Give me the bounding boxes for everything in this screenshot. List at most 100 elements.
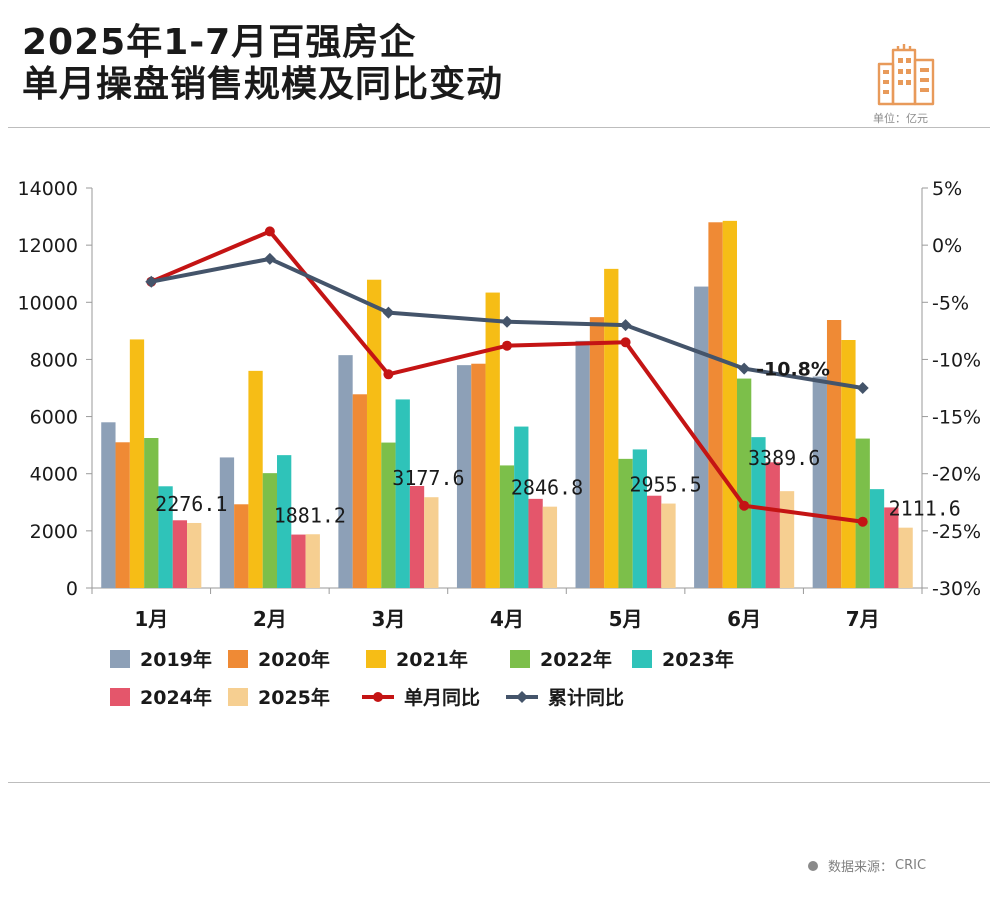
bar-2023-7 xyxy=(869,489,885,588)
bar-2022-7 xyxy=(855,438,870,588)
left-axis-tick-label: 8000 xyxy=(30,349,78,371)
bar-2020-6 xyxy=(708,222,723,588)
footer-divider xyxy=(8,782,990,783)
x-axis-tick-label: 7月 xyxy=(846,607,880,631)
page-title: 2025年1-7月百强房企 单月操盘销售规模及同比变动 xyxy=(22,22,503,106)
bar-2019-6 xyxy=(694,286,709,588)
bar-2022-6 xyxy=(736,378,752,588)
legend-label: 2022年 xyxy=(540,648,612,671)
bar-2025-3 xyxy=(424,497,439,588)
legend-label: 2025年 xyxy=(258,686,330,709)
title-line-1: 2025年1-7月百强房企 xyxy=(22,22,417,63)
legend-swatch xyxy=(228,650,248,668)
right-axis-tick-label: 5% xyxy=(932,178,962,200)
header-divider xyxy=(8,127,990,128)
legend-label: 单月同比 xyxy=(404,686,480,709)
left-axis-tick-label: 12000 xyxy=(18,235,78,257)
right-axis-tick-label: 0% xyxy=(932,235,962,257)
left-axis-tick-label: 14000 xyxy=(18,178,78,200)
bar-2023-3 xyxy=(395,399,410,588)
point-monthly-yoy xyxy=(620,337,631,348)
source-note: 数据来源： CRIC xyxy=(808,856,926,875)
legend-swatch xyxy=(228,688,248,706)
x-axis-tick-label: 6月 xyxy=(727,607,761,631)
unit-label: 单位：亿元 xyxy=(873,112,928,125)
left-axis-tick-label: 4000 xyxy=(30,464,78,486)
bar-2024-7 xyxy=(884,507,899,588)
bar-2022-1 xyxy=(144,438,159,588)
bar-2024-2 xyxy=(291,534,306,588)
right-axis-tick-label: -30% xyxy=(932,578,981,600)
data-label-2025: 1881.2 xyxy=(274,503,346,527)
legend-label: 2020年 xyxy=(258,648,330,671)
bar-2022-4 xyxy=(499,465,515,588)
left-axis-tick-label: 2000 xyxy=(30,521,78,543)
bar-2025-5 xyxy=(661,503,676,588)
legend-label: 累计同比 xyxy=(548,687,624,709)
cumulative-yoy-annotation: -10.8% xyxy=(756,359,830,381)
bar-2021-3 xyxy=(366,279,382,588)
bar-2025-1 xyxy=(187,522,202,588)
bar-2019-4 xyxy=(456,365,472,588)
bar-2022-3 xyxy=(381,442,396,588)
bar-2022-2 xyxy=(262,473,278,588)
legend-swatch xyxy=(510,650,530,668)
bar-2025-6 xyxy=(779,491,795,588)
bar-2022-5 xyxy=(618,458,633,588)
bar-2021-6 xyxy=(722,220,737,588)
point-monthly-yoy xyxy=(739,500,750,511)
bar-2020-3 xyxy=(352,394,367,588)
bar-2021-7 xyxy=(841,340,856,588)
data-label-2025: 2955.5 xyxy=(629,473,701,497)
bar-2019-3 xyxy=(338,355,353,588)
right-axis-tick-label: -15% xyxy=(932,407,981,429)
sales-chart: 0 2000 4000 6000 8000 10000 12000 14000 -30% -25%… xyxy=(18,178,982,709)
bar-2019-5 xyxy=(575,340,590,588)
left-axis-tick-label: 6000 xyxy=(30,407,78,429)
bar-2023-6 xyxy=(751,437,766,588)
legend-swatch xyxy=(110,650,130,668)
legend-swatch xyxy=(632,650,652,668)
bar-2025-7 xyxy=(898,527,913,588)
left-axis-tick-label: 0 xyxy=(66,578,78,600)
bar-2025-2 xyxy=(305,534,320,588)
bar-2021-4 xyxy=(485,292,500,588)
legend-label: 2024年 xyxy=(140,686,212,709)
data-label-2025: 2111.6 xyxy=(889,497,961,521)
legend-label: 2021年 xyxy=(396,648,468,671)
bar-2020-7 xyxy=(826,320,842,588)
legend-swatch xyxy=(366,650,386,668)
data-label-2025: 2276.1 xyxy=(155,492,227,516)
bar-2020-5 xyxy=(589,317,605,588)
legend-label: 2023年 xyxy=(662,648,734,671)
legend-label: 2019年 xyxy=(140,648,212,671)
right-axis-tick-label: -10% xyxy=(932,349,981,371)
left-axis-tick-label: 10000 xyxy=(18,292,78,314)
point-cumulative-yoy xyxy=(738,362,751,375)
point-cumulative-yoy xyxy=(501,315,513,328)
legend-marker xyxy=(516,691,528,703)
bar-2024-3 xyxy=(409,486,425,588)
source-dot-icon xyxy=(808,860,818,871)
x-axis-tick-label: 4月 xyxy=(490,607,524,631)
bar-2019-7 xyxy=(812,376,827,588)
bar-2024-6 xyxy=(765,462,780,588)
bar-2021-1 xyxy=(129,339,145,588)
point-cumulative-yoy xyxy=(619,319,632,332)
bar-2024-4 xyxy=(528,498,543,588)
legend-swatch xyxy=(110,688,130,706)
bar-2023-5 xyxy=(632,449,648,588)
x-axis-tick-label: 1月 xyxy=(134,607,168,631)
x-axis-tick-label: 3月 xyxy=(371,607,405,631)
point-cumulative-yoy xyxy=(263,252,276,265)
right-axis-tick-label: -25% xyxy=(932,521,981,543)
legend-marker xyxy=(373,692,383,702)
point-monthly-yoy xyxy=(502,340,512,351)
right-axis-tick-label: -20% xyxy=(932,464,981,486)
right-axis-tick-label: -5% xyxy=(932,292,969,314)
source-value: CRIC xyxy=(895,858,927,873)
source-label: 数据来源： xyxy=(828,860,894,875)
data-label-2025: 2846.8 xyxy=(511,476,583,500)
bar-2019-1 xyxy=(101,422,116,588)
point-monthly-yoy xyxy=(264,226,275,237)
